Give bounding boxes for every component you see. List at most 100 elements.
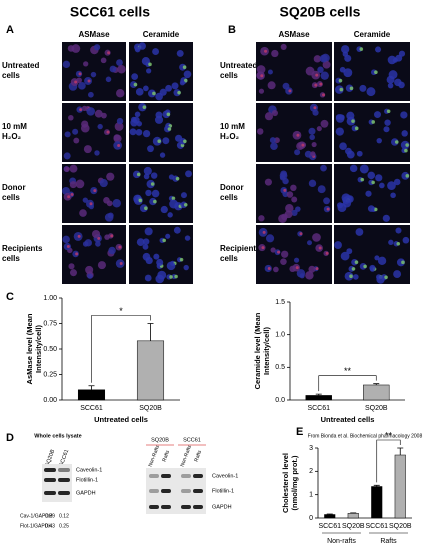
nucleus — [367, 171, 376, 180]
nucleus — [400, 111, 408, 119]
panel-letter: D — [6, 432, 14, 444]
row-label: Untreated — [2, 61, 39, 70]
nucleus — [400, 140, 410, 150]
nucleus — [138, 42, 146, 50]
nucleus — [320, 164, 327, 172]
ratio-label: Cav-1/GAPDH — [20, 513, 53, 519]
nucleus — [63, 166, 70, 173]
nucleus — [143, 173, 150, 180]
nucleus — [104, 234, 110, 240]
stain — [351, 119, 355, 123]
nucleus — [97, 261, 106, 270]
column-header: Ceramide — [354, 30, 391, 39]
nucleus — [344, 271, 354, 281]
stain — [66, 245, 70, 249]
nucleus — [346, 111, 355, 120]
nucleus — [390, 192, 396, 199]
nucleus — [183, 70, 192, 79]
nucleus — [142, 252, 151, 261]
nucleus — [335, 127, 344, 136]
nucleus — [293, 257, 300, 263]
nucleus — [72, 128, 79, 135]
nucleus — [159, 152, 166, 158]
bar — [394, 454, 406, 519]
nucleus — [299, 273, 305, 279]
nucleus — [93, 44, 101, 51]
stain — [183, 202, 188, 207]
nucleus — [157, 270, 167, 280]
stain — [314, 83, 318, 87]
stain — [153, 199, 157, 204]
nucleus — [265, 234, 275, 243]
nucleus — [152, 48, 160, 56]
nucleus — [308, 265, 316, 273]
protein-label: Flotillin-1 — [76, 477, 98, 483]
y-tick-label: 0.25 — [43, 371, 57, 378]
nucleus — [68, 263, 75, 270]
nucleus — [132, 170, 141, 179]
stain — [138, 198, 143, 203]
nucleus — [171, 82, 179, 90]
nucleus — [135, 128, 143, 136]
nucleus — [369, 264, 376, 271]
stain — [166, 112, 171, 117]
nucleus — [306, 240, 312, 246]
nucleus — [136, 121, 143, 127]
nucleus — [346, 150, 355, 159]
stain — [167, 127, 172, 131]
stain — [74, 80, 78, 84]
stain — [79, 108, 83, 112]
nucleus — [356, 150, 363, 157]
nucleus — [67, 45, 75, 52]
row-label: Recipients — [220, 244, 261, 253]
error-bar — [315, 393, 322, 396]
nucleus — [384, 119, 391, 126]
lane-label: SCC61 — [59, 449, 71, 468]
nucleus — [131, 73, 139, 80]
stain — [150, 182, 155, 186]
nucleus — [106, 172, 115, 181]
nucleus — [73, 137, 80, 144]
nucleus — [85, 265, 94, 274]
ratio-value: 0.43 — [45, 523, 55, 529]
nucleus — [387, 82, 394, 89]
nucleus — [116, 59, 123, 66]
nucleus — [390, 138, 399, 146]
nucleus — [135, 88, 144, 96]
nucleus — [62, 60, 71, 69]
nucleus — [75, 179, 85, 189]
x-tick-label: SQ20B — [139, 405, 162, 412]
nucleus — [112, 198, 121, 208]
y-tick-label: 0.5 — [275, 364, 285, 371]
stain — [359, 47, 364, 51]
stain — [148, 62, 152, 67]
nucleus — [184, 235, 191, 241]
nucleus — [91, 229, 101, 239]
nucleus — [264, 112, 274, 121]
nucleus — [154, 115, 164, 124]
band — [193, 505, 203, 509]
stain — [373, 207, 378, 212]
nucleus — [352, 274, 359, 280]
stain — [319, 82, 323, 86]
x-tick-label: SCC61 — [307, 405, 330, 412]
nucleus — [129, 128, 137, 136]
stain — [277, 250, 281, 254]
nucleus — [90, 71, 97, 78]
error-bar — [88, 385, 95, 390]
stain — [405, 143, 409, 147]
nucleus — [376, 137, 382, 144]
error-bar — [147, 323, 154, 341]
stain — [283, 188, 287, 192]
nucleus — [151, 189, 160, 198]
nucleus — [156, 258, 164, 266]
stain — [396, 241, 401, 246]
nucleus — [316, 126, 322, 132]
stain — [354, 126, 359, 131]
band — [149, 489, 159, 493]
nucleus — [365, 190, 372, 197]
nucleus — [312, 109, 319, 116]
x-tick-label: SQ20B — [342, 523, 365, 530]
panel-letter: E — [296, 426, 303, 438]
nucleus — [270, 142, 278, 150]
